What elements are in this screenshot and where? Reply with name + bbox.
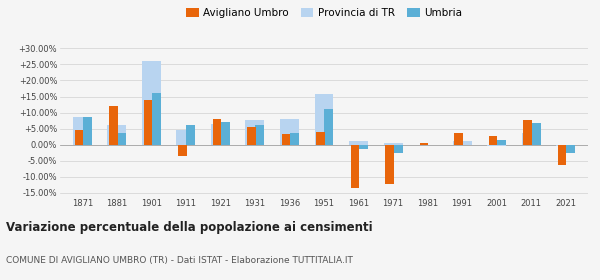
Bar — [83, 117, 92, 145]
Bar — [489, 136, 497, 145]
Bar — [385, 145, 394, 184]
Bar — [109, 106, 118, 145]
Bar — [176, 130, 196, 145]
Bar — [393, 145, 403, 153]
Bar — [221, 122, 230, 145]
Bar — [280, 119, 299, 145]
Bar — [143, 101, 152, 145]
Bar — [290, 133, 299, 145]
Bar — [152, 93, 161, 145]
Bar — [349, 141, 368, 145]
Bar — [558, 145, 566, 165]
Bar — [420, 143, 428, 145]
Bar — [178, 145, 187, 156]
Bar — [245, 120, 265, 145]
Bar — [186, 125, 196, 145]
Text: COMUNE DI AVIGLIANO UMBRO (TR) - Dati ISTAT - Elaborazione TUTTITALIA.IT: COMUNE DI AVIGLIANO UMBRO (TR) - Dati IS… — [6, 256, 353, 265]
Bar — [74, 130, 83, 145]
Bar — [73, 117, 92, 145]
Bar — [523, 120, 532, 145]
Bar — [521, 134, 541, 145]
Bar — [454, 134, 463, 145]
Bar — [556, 145, 575, 146]
Bar — [316, 132, 325, 145]
Bar — [324, 109, 334, 145]
Bar — [497, 140, 506, 145]
Bar — [247, 127, 256, 145]
Text: Variazione percentuale della popolazione ai censimenti: Variazione percentuale della popolazione… — [6, 221, 373, 234]
Bar — [531, 123, 541, 145]
Bar — [211, 124, 230, 145]
Bar — [452, 141, 472, 145]
Bar — [314, 94, 334, 145]
Bar — [351, 145, 359, 188]
Bar — [213, 119, 221, 145]
Legend: Avigliano Umbro, Provincia di TR, Umbria: Avigliano Umbro, Provincia di TR, Umbria — [182, 4, 466, 22]
Bar — [142, 61, 161, 145]
Bar — [566, 145, 575, 153]
Bar — [255, 125, 265, 145]
Bar — [359, 145, 368, 150]
Bar — [117, 134, 127, 145]
Bar — [107, 125, 127, 145]
Bar — [487, 145, 506, 146]
Bar — [383, 143, 403, 145]
Bar — [282, 134, 290, 145]
